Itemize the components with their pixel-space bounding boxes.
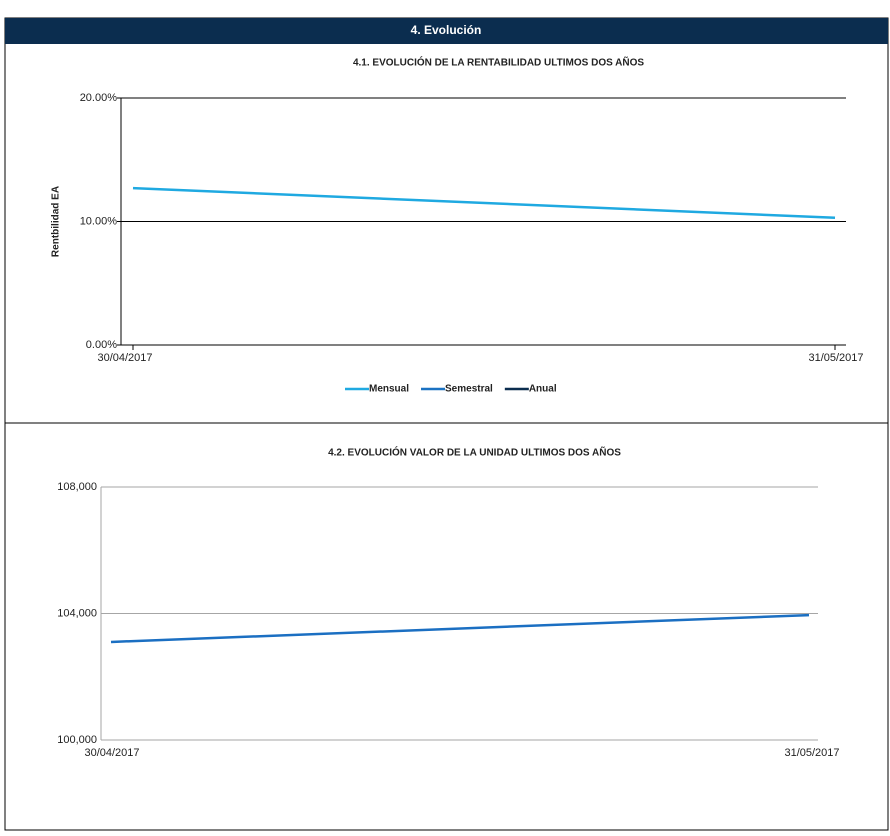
legend-label: Mensual — [369, 384, 409, 395]
y-tick-label: 104,000 — [57, 607, 97, 619]
y-axis-label: Rentbilidad EA — [51, 186, 62, 257]
y-tick-label: 0.00% — [86, 339, 117, 351]
y-tick-label: 20.00% — [80, 92, 118, 104]
y-tick-label: 10.00% — [80, 215, 118, 227]
data-line — [132, 186, 836, 220]
legend-label: Semestral — [445, 384, 493, 395]
data-line — [110, 613, 810, 644]
x-tick-label: 31/05/2017 — [784, 747, 839, 759]
y-tick-label: 100,000 — [57, 734, 97, 746]
x-tick-label: 31/05/2017 — [808, 352, 863, 364]
y-tick-label: 108,000 — [57, 481, 97, 493]
header-title: 4. Evolución — [411, 23, 482, 37]
chart-title: 4.1. EVOLUCIÓN DE LA RENTABILIDAD ULTIMO… — [353, 56, 644, 69]
chart-title: 4.2. EVOLUCIÓN VALOR DE LA UNIDAD ULTIMO… — [328, 446, 621, 459]
header-bar — [5, 18, 888, 44]
x-tick-label: 30/04/2017 — [84, 747, 139, 759]
legend-label: Anual — [529, 384, 557, 395]
x-tick-label: 30/04/2017 — [97, 352, 152, 364]
frame — [4, 17, 889, 831]
